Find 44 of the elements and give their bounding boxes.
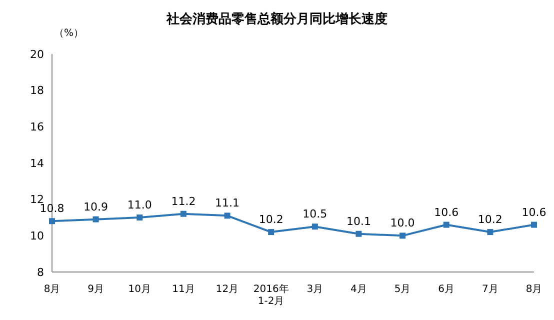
data-label: 10.5	[302, 208, 328, 221]
x-tick-label: 11月	[172, 284, 195, 295]
x-tick-label: 8月	[44, 284, 60, 295]
x-tick-label: 6月	[438, 284, 455, 295]
point	[356, 230, 362, 237]
data-label: 11.2	[171, 194, 196, 208]
data-label: 10.8	[40, 202, 64, 216]
data-label: 10.2	[478, 213, 502, 226]
data-label: 10.9	[84, 200, 108, 214]
point	[268, 229, 274, 236]
data-label: 10.0	[390, 216, 415, 230]
data-label: 11.0	[127, 198, 152, 212]
y-tick-label: 18	[30, 84, 44, 98]
point	[312, 224, 318, 230]
data-label: 11.1	[215, 196, 240, 210]
data-label: 10.1	[346, 214, 371, 228]
x-tick-label: 7月	[482, 284, 498, 295]
x-tick-label: 8月	[526, 284, 542, 295]
point	[400, 232, 406, 239]
chart-title: 社会消费品零售总额分月同比增长速度	[165, 10, 388, 28]
data-label: 10.2	[258, 213, 284, 226]
x-tick-label: 4月	[350, 284, 367, 295]
x-tick-label: 10月	[128, 284, 152, 295]
point	[443, 222, 450, 228]
point	[92, 216, 99, 222]
y-tick-label: 14	[30, 156, 44, 170]
point	[180, 210, 186, 217]
point	[531, 222, 537, 228]
x-tick-label: 12月	[216, 284, 239, 295]
y-tick-label: 8	[37, 266, 44, 279]
data-label: 10.6	[522, 206, 546, 219]
y-tick-label: 10	[30, 230, 44, 243]
point	[224, 212, 230, 219]
x-tick-label: 5月	[394, 284, 411, 295]
point	[49, 218, 55, 224]
x-tick-label: 2016年 1-2月	[253, 283, 289, 307]
point	[487, 229, 494, 236]
y-tick-label: 16	[30, 120, 44, 134]
y-axis-title: （%）	[54, 27, 84, 40]
y-tick-label: 20	[30, 48, 44, 61]
data-label: 10.6	[434, 206, 459, 219]
point	[136, 214, 143, 220]
x-tick-label: 9月	[88, 284, 104, 295]
x-tick-label: 3月	[306, 284, 324, 295]
